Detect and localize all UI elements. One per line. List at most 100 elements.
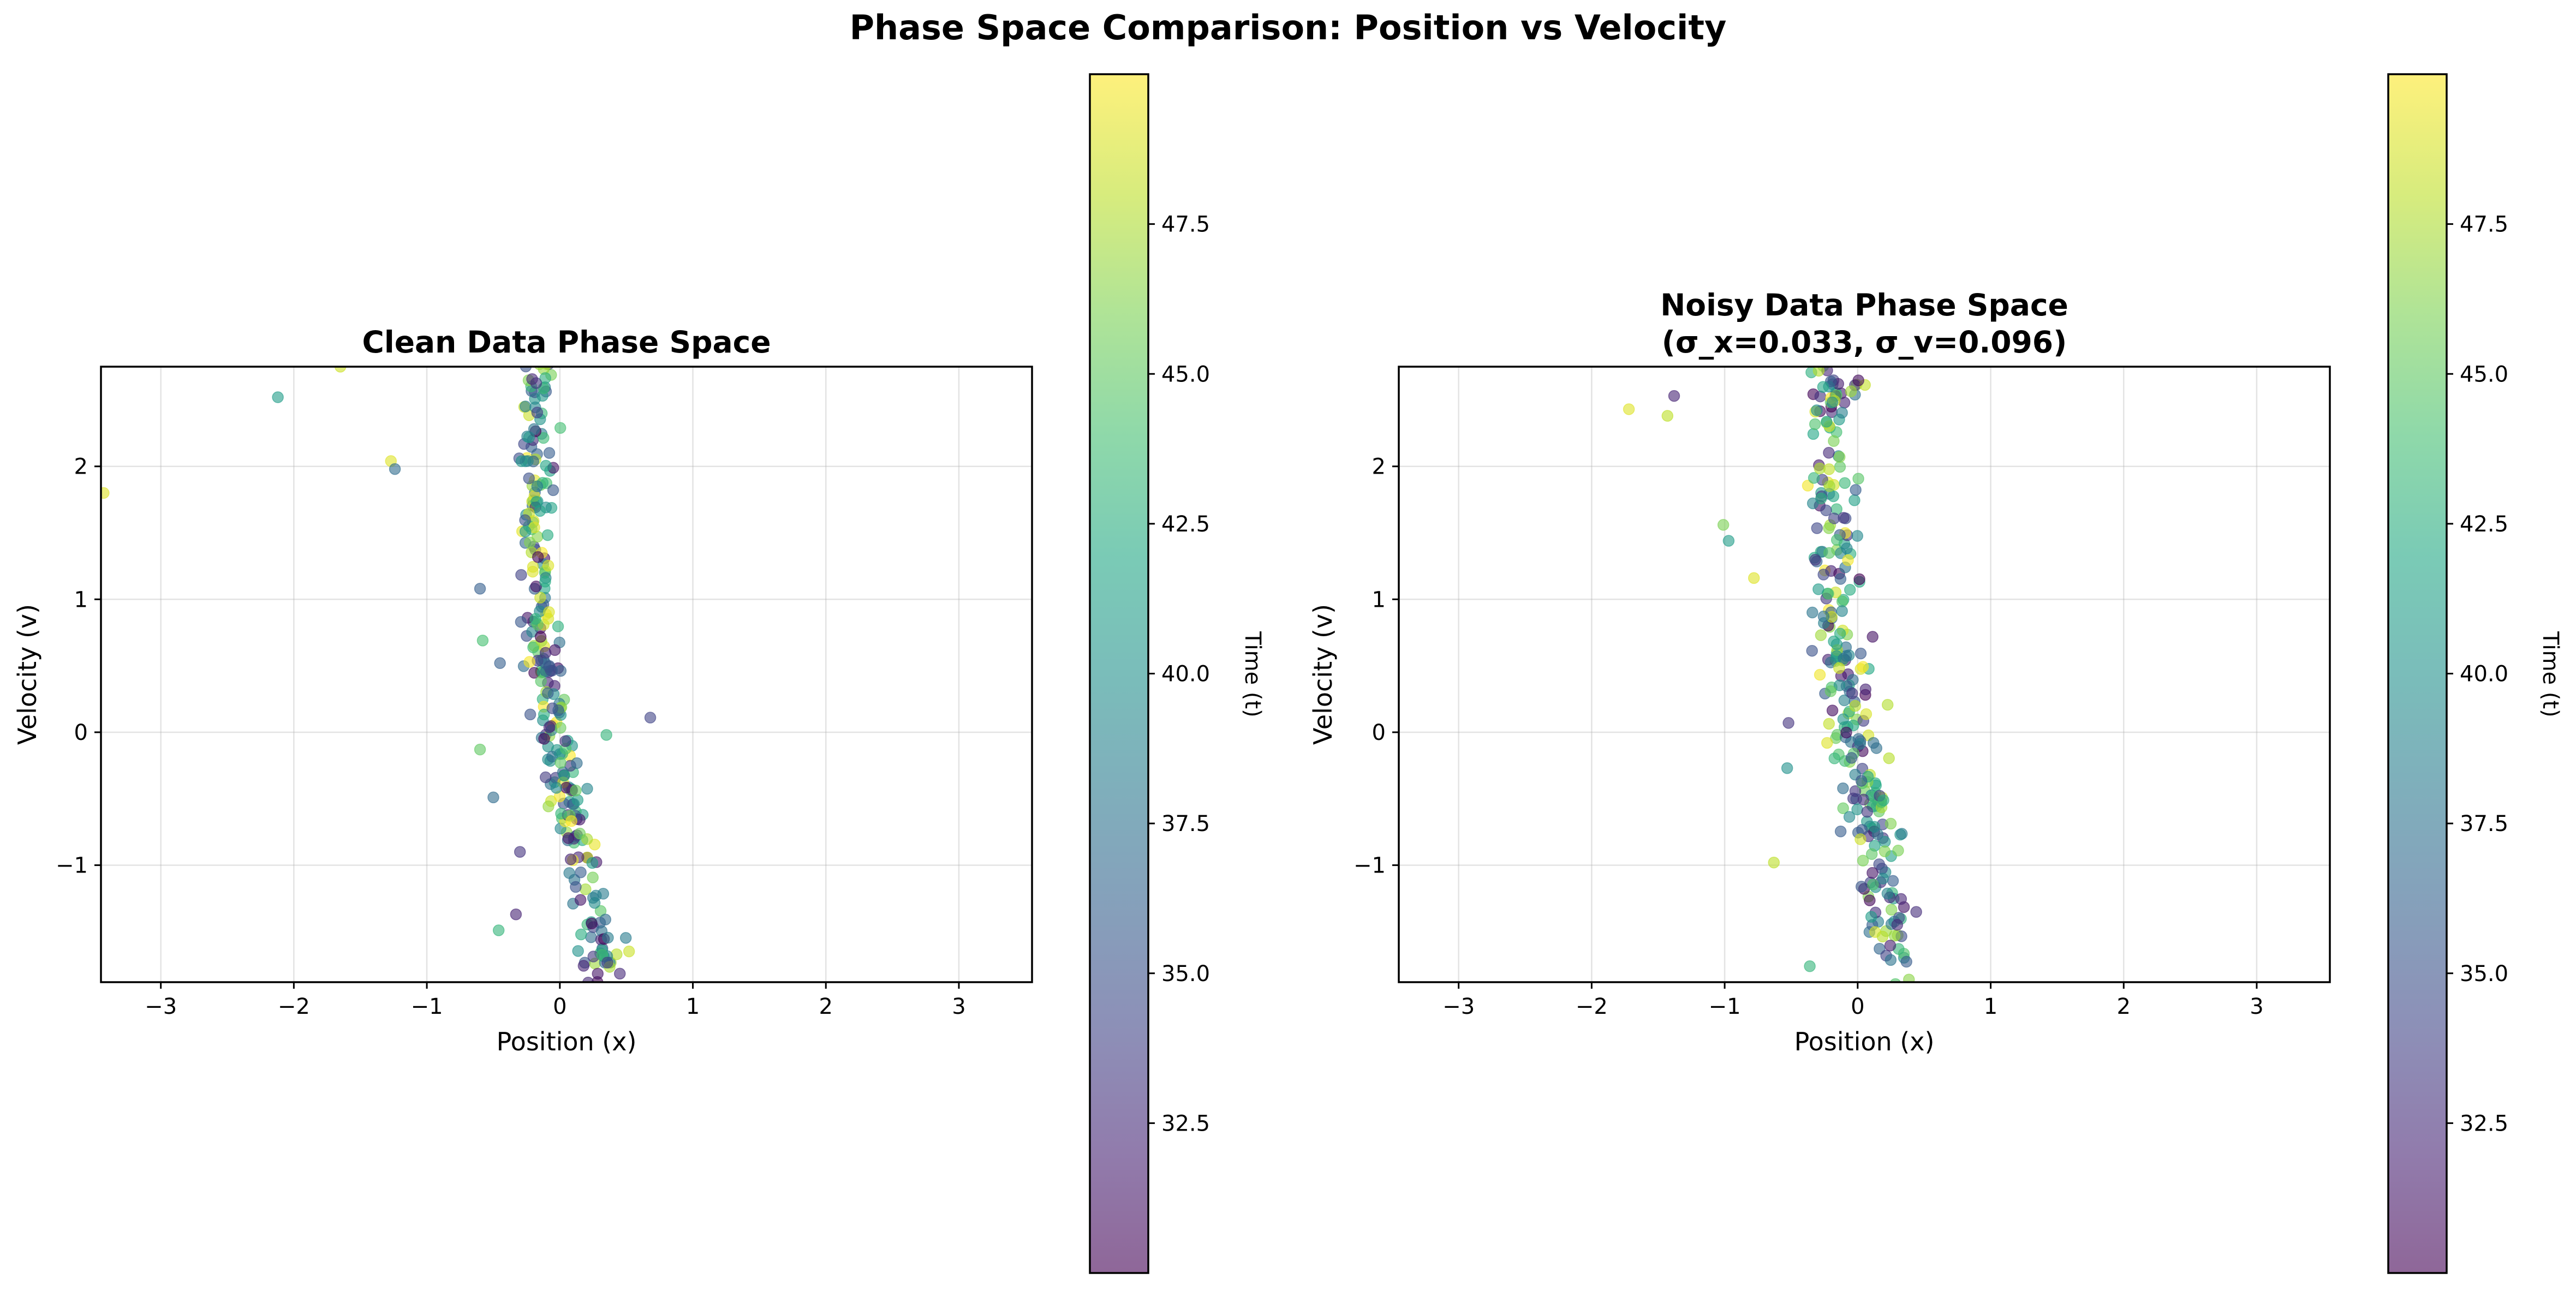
scatter-point [541, 529, 554, 541]
scatter-point [494, 657, 506, 670]
y-tick-label: −1 [56, 853, 88, 878]
colorbar-tick-label: 32.5 [2460, 1111, 2508, 1136]
noisy-axis-ticks: −3 −2 −1 0 1 2 3 −1 0 1 2 [1353, 455, 2264, 1019]
colorbar-tick-label: 47.5 [1161, 212, 1210, 237]
scatter-point [1910, 906, 1922, 918]
scatter-point [1827, 490, 1840, 503]
scatter-point [1845, 752, 1858, 764]
scatter-point [515, 615, 527, 628]
clean-colorbar-gradient [1090, 74, 1148, 1273]
scatter-point [1838, 694, 1851, 707]
scatter-point [1842, 554, 1854, 566]
scatter-point [586, 917, 598, 930]
scatter-point [530, 496, 542, 508]
scatter-point [564, 853, 577, 865]
scatter-point [543, 447, 556, 459]
scatter-point [474, 583, 486, 595]
scatter-point [1836, 605, 1848, 617]
scatter-point [1822, 588, 1834, 600]
scatter-point [1768, 856, 1780, 869]
scatter-point [1815, 629, 1827, 641]
scatter-point [1848, 494, 1861, 506]
clean-plot-frame [100, 366, 1033, 983]
x-tick-label: 1 [686, 994, 700, 1019]
colorbar-tick-label: 45.0 [1161, 362, 1210, 387]
scatter-point [1838, 653, 1850, 665]
scatter-point [1812, 367, 1825, 377]
scatter-point [611, 948, 623, 960]
scatter-point [540, 459, 552, 472]
scatter-point [1802, 480, 1814, 492]
scatter-point [1903, 973, 1915, 982]
scatter-point [575, 928, 587, 941]
scatter-point [474, 743, 486, 756]
y-tick-label: −1 [1353, 853, 1386, 878]
scatter-point [1809, 418, 1821, 431]
scatter-point [555, 808, 567, 820]
scatter-point [574, 894, 587, 906]
scatter-point [1823, 522, 1835, 534]
scatter-point [1823, 547, 1835, 559]
scatter-point [1781, 762, 1793, 774]
scatter-point [547, 484, 559, 497]
scatter-point [1881, 698, 1894, 711]
scatter-point [1847, 719, 1859, 732]
x-tick-label: −1 [1709, 994, 1741, 1019]
scatter-point [531, 480, 544, 493]
scatter-point [1864, 894, 1876, 906]
scatter-point [613, 967, 626, 980]
scatter-point [1884, 940, 1897, 952]
colorbar-tick-label: 40.0 [2460, 662, 2508, 687]
x-tick-label: 3 [952, 994, 965, 1019]
scatter-point [571, 757, 583, 769]
scatter-point [1865, 848, 1878, 860]
scatter-point [1809, 554, 1821, 566]
scatter-point [520, 367, 532, 373]
scatter-point [574, 827, 586, 840]
scatter-point [1722, 535, 1735, 547]
clean-scatter-points [101, 367, 657, 982]
colorbar-tick-label: 37.5 [2460, 811, 2508, 836]
scatter-point [1828, 435, 1840, 447]
scatter-point [1859, 683, 1872, 696]
scatter-point [1895, 893, 1907, 905]
scatter-point [334, 367, 347, 373]
colorbar-tick-label: 40.0 [1161, 662, 1210, 687]
scatter-point [1823, 480, 1835, 492]
scatter-point [562, 832, 575, 844]
scatter-point [1826, 396, 1839, 409]
scatter-point [1879, 845, 1891, 857]
scatter-point [1823, 718, 1835, 730]
colorbar-tick-label: 37.5 [1161, 811, 1210, 836]
scatter-point [1821, 416, 1833, 428]
scatter-point [519, 514, 531, 526]
scatter-point [1814, 462, 1826, 475]
scatter-point [538, 733, 550, 745]
scatter-point [1900, 955, 1912, 968]
scatter-point [515, 455, 528, 468]
scatter-point [619, 932, 632, 944]
scatter-point [1851, 530, 1864, 542]
scatter-point [554, 722, 567, 734]
scatter-point [1857, 661, 1869, 673]
clean-x-axis-label: Position (x) [497, 1027, 637, 1056]
scatter-point [623, 945, 635, 958]
clean-panel-title: Clean Data Phase Space [362, 325, 771, 360]
scatter-point [524, 708, 536, 721]
x-tick-label: 1 [1984, 994, 1997, 1019]
clean-y-axis-label: Velocity (v) [13, 604, 42, 745]
noisy-y-axis-label: Velocity (v) [1308, 604, 1338, 745]
scatter-point [1828, 512, 1840, 524]
scatter-point [577, 960, 590, 972]
x-tick-label: −3 [1442, 994, 1475, 1019]
scatter-point [1850, 484, 1862, 496]
scatter-point [554, 422, 567, 434]
x-tick-label: 2 [2117, 994, 2131, 1019]
scatter-point [1855, 833, 1867, 845]
y-tick-label: 0 [74, 720, 88, 745]
scatter-point [1889, 978, 1901, 982]
scatter-point [523, 472, 535, 485]
scatter-point [529, 613, 541, 625]
scatter-point [1837, 802, 1849, 815]
scatter-point [1876, 930, 1889, 943]
